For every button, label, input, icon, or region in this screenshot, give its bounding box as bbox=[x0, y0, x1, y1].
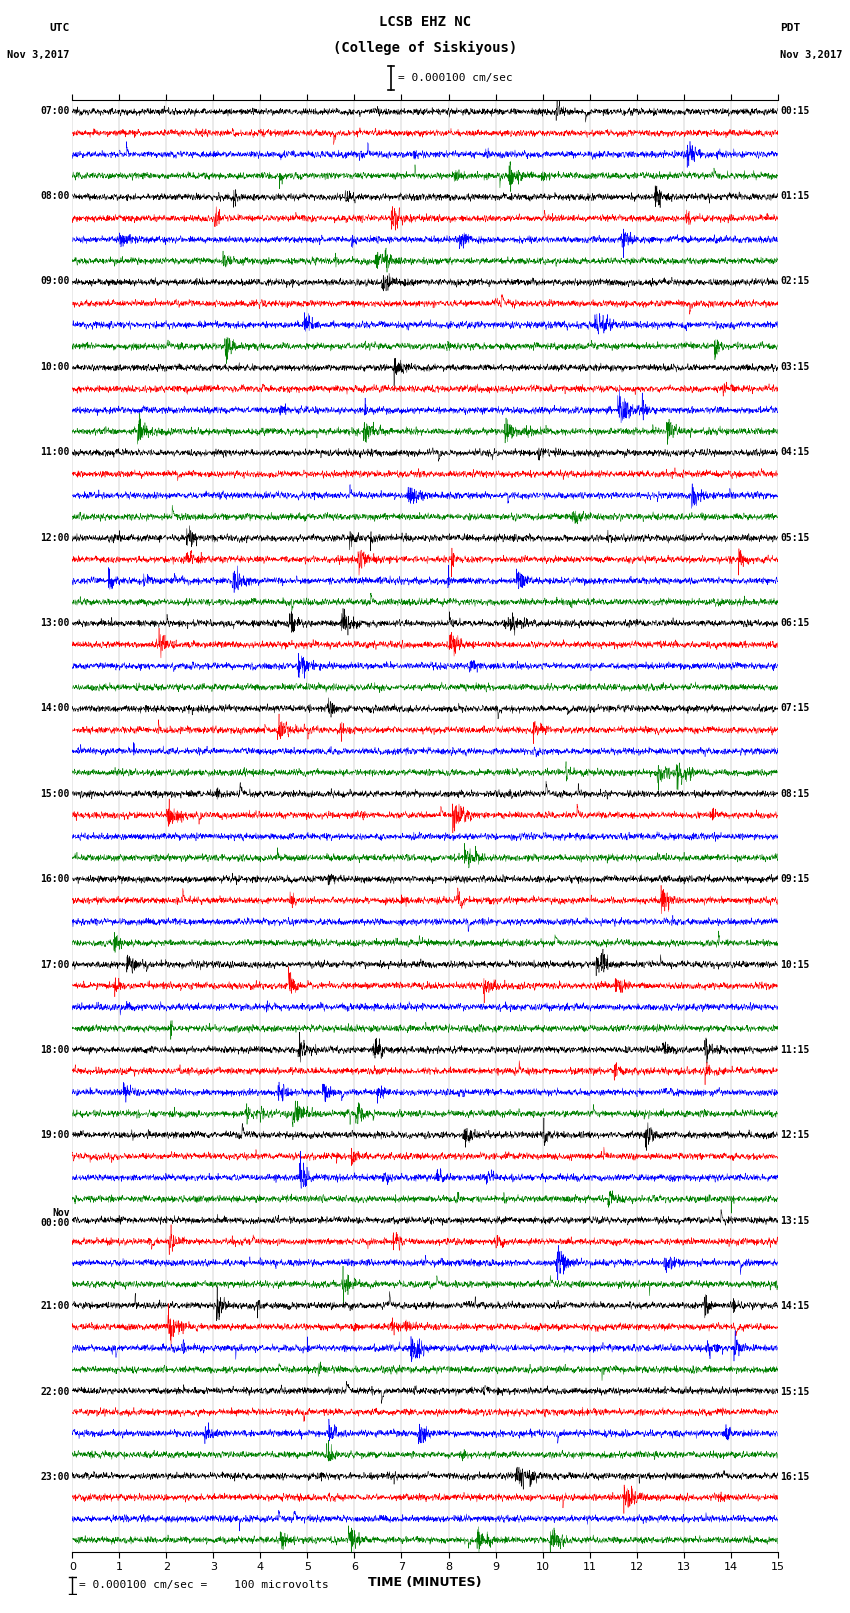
Text: 11:15: 11:15 bbox=[780, 1045, 810, 1055]
Text: 02:15: 02:15 bbox=[780, 276, 810, 287]
Text: 08:00: 08:00 bbox=[40, 190, 70, 202]
Text: 18:00: 18:00 bbox=[40, 1045, 70, 1055]
Text: 09:00: 09:00 bbox=[40, 276, 70, 287]
Text: 10:00: 10:00 bbox=[40, 361, 70, 373]
Text: 05:15: 05:15 bbox=[780, 532, 810, 542]
Text: UTC: UTC bbox=[49, 23, 70, 32]
Text: 11:00: 11:00 bbox=[40, 447, 70, 456]
Text: 12:15: 12:15 bbox=[780, 1131, 810, 1140]
Text: 22:00: 22:00 bbox=[40, 1387, 70, 1397]
Text: LCSB EHZ NC: LCSB EHZ NC bbox=[379, 15, 471, 29]
Text: 10:15: 10:15 bbox=[780, 960, 810, 969]
Text: 06:15: 06:15 bbox=[780, 618, 810, 627]
Text: 23:00: 23:00 bbox=[40, 1473, 70, 1482]
Text: = 0.000100 cm/sec: = 0.000100 cm/sec bbox=[398, 73, 513, 82]
Text: 00:15: 00:15 bbox=[780, 106, 810, 116]
Text: Nov 3,2017: Nov 3,2017 bbox=[780, 50, 843, 60]
Text: 21:00: 21:00 bbox=[40, 1302, 70, 1311]
Text: (College of Siskiyous): (College of Siskiyous) bbox=[333, 40, 517, 55]
Text: = 0.000100 cm/sec =    100 microvolts: = 0.000100 cm/sec = 100 microvolts bbox=[79, 1581, 329, 1590]
Text: 13:00: 13:00 bbox=[40, 618, 70, 627]
Text: 12:00: 12:00 bbox=[40, 532, 70, 542]
Text: 00:00: 00:00 bbox=[40, 1218, 70, 1227]
Text: 15:00: 15:00 bbox=[40, 789, 70, 798]
Text: 09:15: 09:15 bbox=[780, 874, 810, 884]
X-axis label: TIME (MINUTES): TIME (MINUTES) bbox=[368, 1576, 482, 1589]
Text: 16:15: 16:15 bbox=[780, 1473, 810, 1482]
Text: 04:15: 04:15 bbox=[780, 447, 810, 456]
Text: 03:15: 03:15 bbox=[780, 361, 810, 373]
Text: 07:15: 07:15 bbox=[780, 703, 810, 713]
Text: 08:15: 08:15 bbox=[780, 789, 810, 798]
Text: Nov 3,2017: Nov 3,2017 bbox=[7, 50, 70, 60]
Text: 14:15: 14:15 bbox=[780, 1302, 810, 1311]
Text: PDT: PDT bbox=[780, 23, 801, 32]
Text: 15:15: 15:15 bbox=[780, 1387, 810, 1397]
Text: 07:00: 07:00 bbox=[40, 106, 70, 116]
Text: 17:00: 17:00 bbox=[40, 960, 70, 969]
Text: 19:00: 19:00 bbox=[40, 1131, 70, 1140]
Text: Nov: Nov bbox=[52, 1208, 70, 1218]
Text: 14:00: 14:00 bbox=[40, 703, 70, 713]
Text: 01:15: 01:15 bbox=[780, 190, 810, 202]
Text: 16:00: 16:00 bbox=[40, 874, 70, 884]
Text: 13:15: 13:15 bbox=[780, 1216, 810, 1226]
